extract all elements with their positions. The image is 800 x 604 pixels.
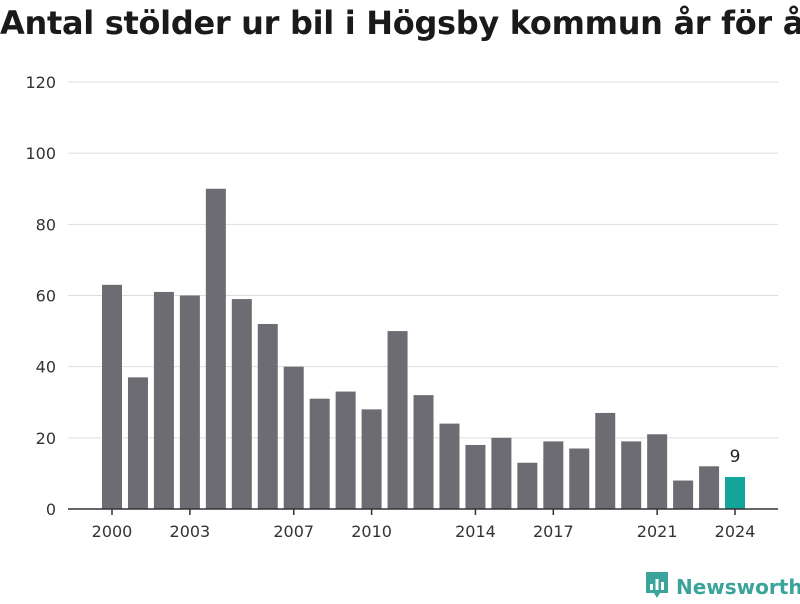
chart-title: Antal stölder ur bil i Högsby kommun år …	[0, 4, 800, 42]
grid-lines	[68, 81, 778, 439]
data-labels: 9	[730, 447, 741, 467]
bar-2021	[647, 434, 668, 509]
x-tick-label: 2003	[170, 522, 211, 541]
bar-2024	[725, 476, 746, 509]
bar-2016	[517, 462, 538, 509]
bar-2013	[439, 423, 460, 509]
data-label-2024: 9	[730, 447, 741, 467]
bar-2001	[127, 377, 148, 509]
bar-2004	[205, 188, 226, 509]
y-tick-label: 40	[36, 358, 56, 377]
brand-logo: Newsworthy	[644, 570, 800, 604]
bar-2014	[465, 444, 486, 509]
bar-2011	[387, 331, 408, 509]
bar-2022	[673, 480, 694, 509]
y-axis-ticks: 0 20 40 60 80 100 120	[25, 73, 56, 519]
bar-2007	[283, 366, 304, 509]
bar-2017	[543, 441, 564, 509]
bar-chart-speech-icon	[644, 570, 670, 604]
bar-2005	[231, 299, 252, 509]
bar-2000	[102, 284, 122, 509]
bar-2003	[179, 295, 200, 509]
bar-2008	[309, 398, 330, 509]
x-tick-label: 2021	[637, 522, 678, 541]
y-tick-label: 80	[36, 215, 56, 234]
bar-2009	[335, 391, 356, 509]
bar-2012	[413, 395, 434, 509]
x-tick-label: 2014	[455, 522, 496, 541]
y-tick-label: 120	[25, 73, 56, 92]
bar-2019	[595, 412, 616, 509]
x-tick-label: 2024	[715, 522, 756, 541]
bar-2002	[153, 291, 174, 509]
y-tick-label: 20	[36, 429, 56, 448]
x-tick-label: 2010	[351, 522, 392, 541]
x-tick-label: 2007	[273, 522, 314, 541]
bar-2006	[257, 323, 278, 509]
bar-2010	[361, 409, 382, 509]
x-tick-label: 2000	[92, 522, 133, 541]
x-axis-ticks: 2000 2003 2007 2010 2014 2017 2021 2024	[92, 509, 756, 541]
bar-2018	[569, 448, 590, 509]
y-tick-label: 0	[46, 500, 56, 519]
bar-2015	[491, 437, 512, 509]
y-tick-label: 100	[25, 144, 56, 163]
bar-2023	[699, 466, 720, 509]
bar-2020	[621, 441, 642, 509]
brand-name: Newsworthy	[676, 575, 800, 599]
x-tick-label: 2017	[533, 522, 574, 541]
y-tick-label: 60	[36, 287, 56, 306]
bars	[102, 188, 746, 509]
